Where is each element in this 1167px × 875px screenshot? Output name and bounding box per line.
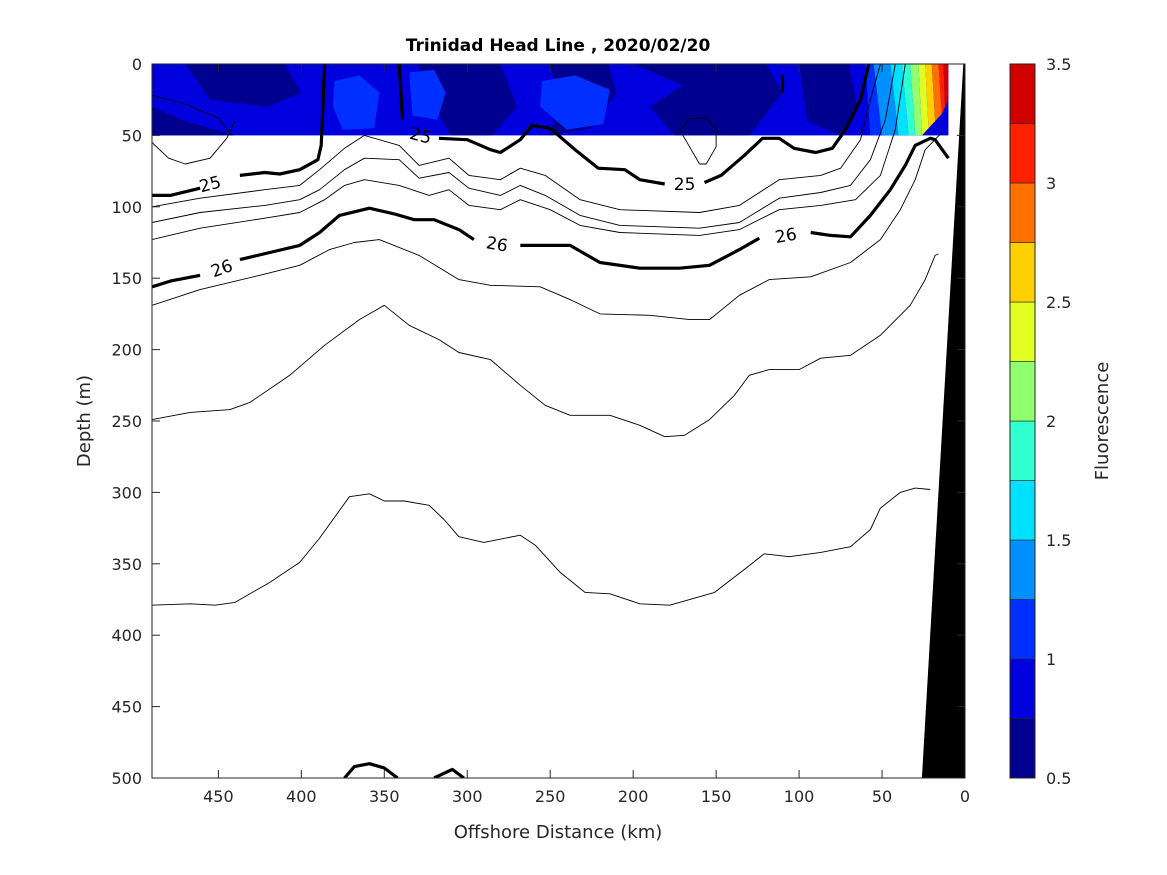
contour-line (152, 64, 906, 241)
fluorescence-patch (925, 64, 936, 129)
plot-layers: 25 25 25 26 26 26 (152, 64, 965, 778)
y-tick-label: 100 (111, 198, 142, 217)
fluorescence-patch (633, 64, 783, 136)
colorbar-band (1009, 480, 1036, 541)
colorbar-tick-label: 2.5 (1046, 293, 1071, 312)
fluorescence-patch (409, 69, 446, 120)
contour-line (152, 94, 232, 136)
y-tick-label: 300 (111, 483, 142, 502)
colorbar-tick-label: 0.5 (1046, 769, 1071, 788)
colorbar-band (1009, 182, 1036, 243)
fluorescence-patch (943, 64, 949, 107)
colorbar-band (1009, 420, 1036, 481)
y-tick-label: 250 (111, 412, 142, 431)
fluorescence-patch (332, 75, 380, 130)
contour-line-bold (433, 767, 465, 778)
colorbar-band (1009, 599, 1036, 660)
colorbar-band (1009, 63, 1036, 124)
x-tick-label: 300 (452, 787, 483, 806)
fluorescence-patch (417, 64, 517, 136)
y-tick-label: 200 (111, 341, 142, 360)
contour-label: 26 (485, 233, 510, 256)
fluorescence-patch (540, 75, 610, 130)
colorbar-tick-label: 1.5 (1046, 531, 1071, 550)
fluorescence-patch (152, 106, 235, 136)
contour-label: 25 (197, 172, 223, 197)
contour-label: 26 (208, 256, 235, 282)
contour-line-bold (239, 206, 475, 262)
colorbar-band (1009, 242, 1036, 303)
contour-line (152, 64, 881, 213)
colorbar-band (1009, 361, 1036, 422)
contour-line-bold (152, 186, 201, 197)
contour-line-bold (343, 762, 399, 778)
colorbar-box (1009, 63, 1036, 779)
contour-line (152, 253, 939, 438)
x-tick-label: 350 (369, 787, 400, 806)
y-tick-label: 350 (111, 555, 142, 574)
contour-line (152, 487, 931, 606)
contour-line-bold (397, 64, 405, 120)
contour-line (679, 117, 717, 165)
x-tick-label: 250 (535, 787, 566, 806)
colorbar-tick-label: 1 (1046, 650, 1056, 669)
fluorescence-patch (865, 64, 882, 136)
y-tick-label: 0 (132, 55, 142, 74)
colorbar-tick-label: 3.5 (1046, 55, 1071, 74)
colorbar-tick-label: 3 (1046, 174, 1056, 193)
bathymetry-seafloor (921, 64, 965, 778)
x-axis-label: Offshore Distance (km) (454, 822, 663, 843)
fluorescence-patch (910, 64, 922, 136)
chart-title: Trinidad Head Line , 2020/02/20 (406, 36, 711, 56)
contour-line (152, 64, 896, 229)
y-axis-label: Depth (m) (74, 375, 95, 467)
fluorescence-patches (152, 64, 949, 136)
x-tick-label: 450 (203, 787, 234, 806)
x-tick-label: 50 (872, 787, 892, 806)
fluorescence-patch (873, 64, 899, 136)
contour-line-bold (152, 273, 201, 289)
y-tick-label: 450 (111, 698, 142, 717)
colorbar-band (1009, 718, 1036, 779)
y-tick-label: 400 (111, 626, 142, 645)
contour-line-bold (438, 123, 665, 186)
contour-line (152, 132, 943, 321)
contour-label: 25 (674, 175, 696, 195)
fluorescence-patch (938, 64, 946, 114)
x-tick-label: 200 (618, 787, 649, 806)
colorbar-label: Fluorescence (1092, 362, 1113, 481)
colorbar-band (1009, 539, 1036, 600)
contour-line-bold (239, 64, 327, 177)
colorbar-band (1009, 301, 1036, 362)
axes-box (151, 63, 966, 779)
contour-label: 26 (774, 225, 799, 248)
x-tick-label: 150 (701, 787, 732, 806)
fluorescence-patch (918, 64, 929, 136)
fluorescence-patch (902, 64, 916, 136)
contour-line-bold (810, 136, 950, 239)
colorbar-tick-label: 2 (1046, 412, 1056, 431)
contour-line (152, 120, 236, 165)
y-tick-label: 150 (111, 269, 142, 288)
x-tick-label: 0 (960, 787, 970, 806)
contour-label: 25 (407, 124, 433, 149)
y-tick-label: 50 (122, 126, 142, 145)
fluorescence-patch (931, 64, 942, 122)
colorbar: 0.5 1 1.5 2 2.5 3 3.5 (1009, 55, 1071, 788)
x-tick-label: 100 (784, 787, 815, 806)
fluorescence-patch (799, 64, 858, 136)
colorbar-band (1009, 658, 1036, 719)
contour-line-bold (703, 64, 871, 184)
contour-line-bold (520, 236, 761, 270)
colorbar-band (1009, 123, 1036, 184)
y-tick-label: 500 (111, 769, 142, 788)
fluorescence-patch (185, 64, 302, 107)
x-tick-label: 400 (286, 787, 317, 806)
